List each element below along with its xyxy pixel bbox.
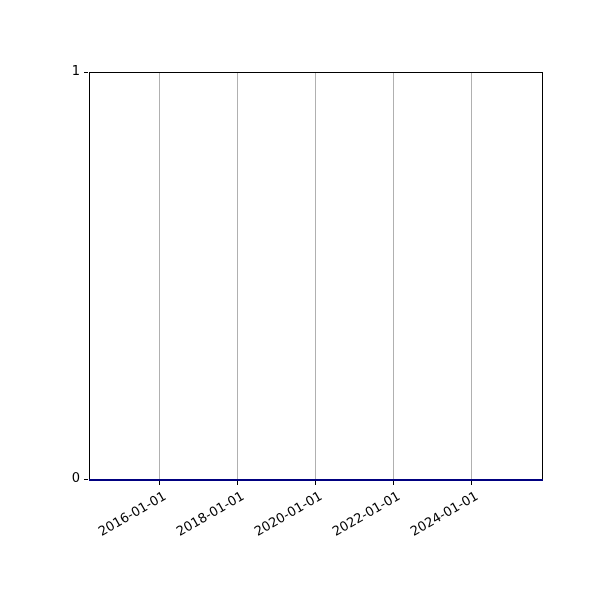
- x-tick-label: 2016-01-01: [86, 489, 170, 540]
- x-tick-mark: [471, 481, 472, 485]
- y-tick-label: 1: [71, 64, 80, 79]
- x-gridline: [159, 73, 160, 480]
- x-tick-label-text: 2018-01-01: [174, 489, 248, 540]
- x-tick-mark: [393, 481, 394, 485]
- x-tick-label-text: 2020-01-01: [252, 489, 326, 540]
- y-tick-mark: [84, 479, 88, 480]
- x-gridline: [471, 73, 472, 480]
- x-tick-mark: [159, 481, 160, 485]
- x-gridline: [237, 73, 238, 480]
- x-tick-label-text: 2024-01-01: [408, 489, 482, 540]
- plot-area: [89, 72, 543, 481]
- x-tick-mark: [237, 481, 238, 485]
- x-tick-label: 2020-01-01: [242, 489, 326, 540]
- x-tick-mark: [315, 481, 316, 485]
- x-gridline: [315, 73, 316, 480]
- data-line-series-0: [89, 479, 543, 481]
- x-gridline: [393, 73, 394, 480]
- x-tick-label: 2018-01-01: [164, 489, 248, 540]
- x-tick-label-text: 2016-01-01: [96, 489, 170, 540]
- x-tick-label: 2024-01-01: [398, 489, 482, 540]
- x-tick-label-text: 2022-01-01: [330, 489, 404, 540]
- y-tick-mark: [84, 72, 88, 73]
- x-tick-label: 2022-01-01: [320, 489, 404, 540]
- y-tick-label: 0: [71, 471, 80, 486]
